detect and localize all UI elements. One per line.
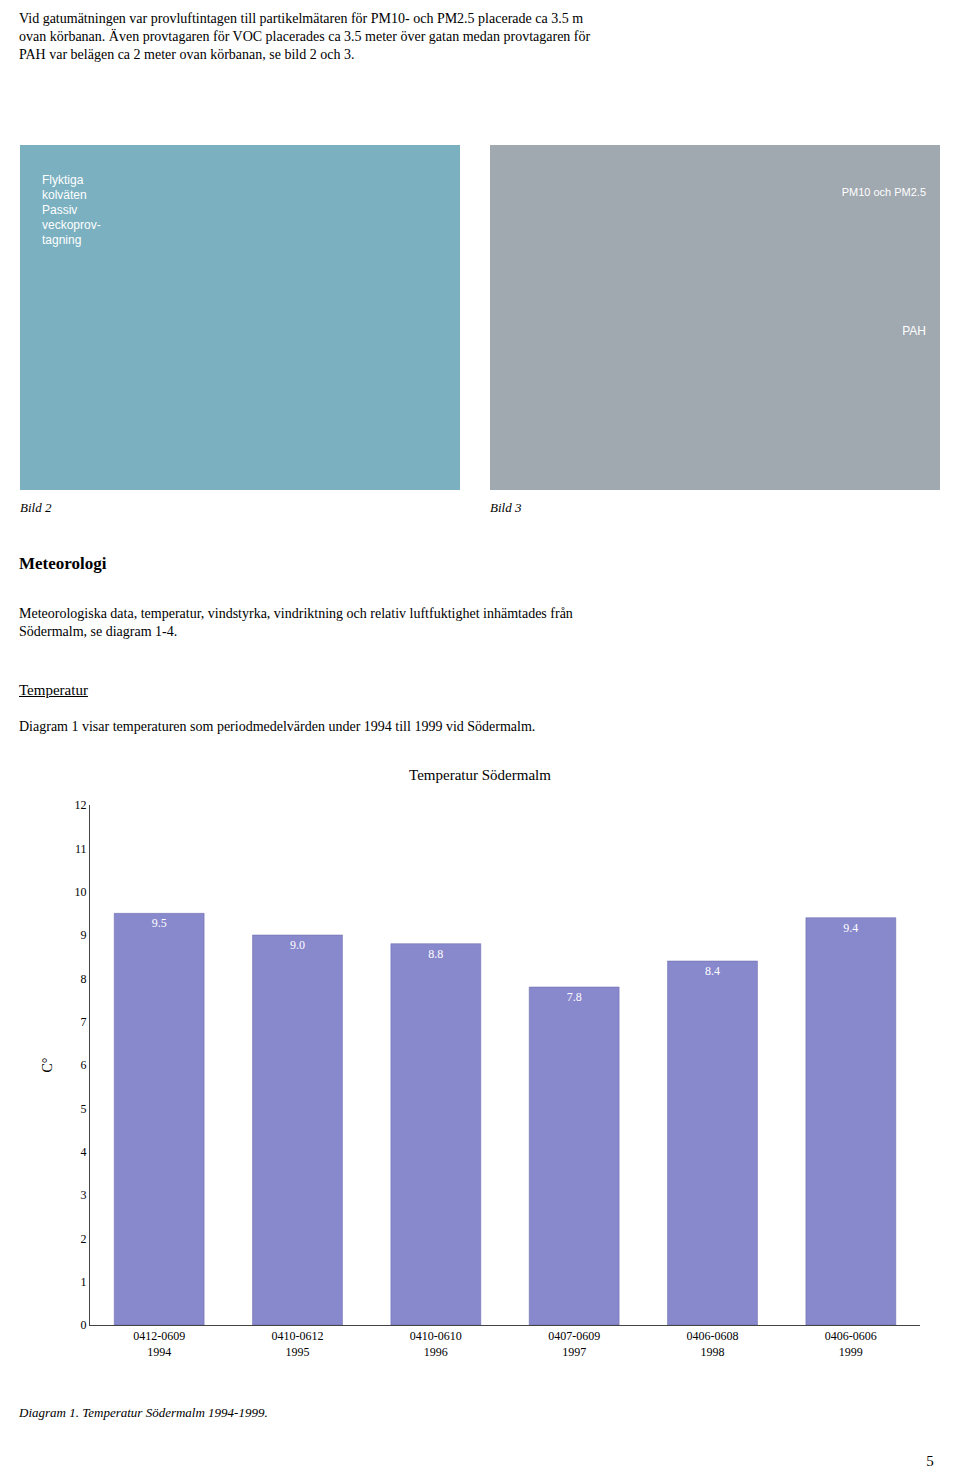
svg-text:6: 6 [81,1058,87,1072]
html-text:Diagram 1 visar temperaturen s: Diagram 1 visar temperaturen som periodm… [19,719,536,734]
svg-text:2: 2 [81,1232,87,1246]
svg-text:9: 9 [81,928,87,942]
html-text:5: 5 [926,1453,934,1469]
svg-text:11: 11 [75,842,87,856]
svg-text:3: 3 [81,1188,87,1202]
html-text:Bild 2: Bild 2 [20,500,52,515]
html-text:Diagram 1. Temperatur Södermal: Diagram 1. Temperatur Södermalm 1994-199… [19,1405,268,1420]
svg-text:9.0: 9.0 [290,938,305,952]
svg-text:7.8: 7.8 [567,990,582,1004]
svg-text:0410-06121995: 0410-06121995 [272,1329,324,1359]
html-text:Temperatur: Temperatur [19,682,88,698]
svg-text:0412-06091994: 0412-06091994 [133,1329,185,1359]
html-text:Flyktiga kolväten Passiv vecko: Flyktiga kolväten Passiv veckoprov- tagn… [42,173,101,247]
svg-text:0407-06091997: 0407-06091997 [548,1329,600,1359]
svg-text:0406-06081998: 0406-06081998 [687,1329,739,1359]
svg-text:7: 7 [81,1015,87,1029]
svg-text:4: 4 [81,1145,87,1159]
svg-text:9.5: 9.5 [152,916,167,930]
svg-text:8.4: 8.4 [705,964,720,978]
svg-text:9.4: 9.4 [843,921,858,935]
svg-text:12: 12 [75,798,87,812]
svg-text:Temperatur Södermalm: Temperatur Södermalm [409,767,551,783]
svg-text:5: 5 [81,1102,87,1116]
html-text:Vid gatumätningen var provluft: Vid gatumätningen var provluftintagen ti… [19,11,591,63]
html-text:Meteorologiska data, temperatu: Meteorologiska data, temperatur, vindsty… [19,606,573,640]
html-text:PM10 och PM2.5: PM10 och PM2.5 [841,186,926,198]
svg-text:1: 1 [81,1275,87,1289]
html-text:PAH: PAH [902,324,926,338]
html-text:Meteorologi: Meteorologi [19,554,107,573]
html-text:Bild 3: Bild 3 [490,500,522,515]
svg-text:10: 10 [75,885,87,899]
svg-text:0: 0 [81,1318,87,1332]
svg-text:8.8: 8.8 [428,947,443,961]
svg-text:0410-06101996: 0410-06101996 [410,1329,462,1359]
svg-text:8: 8 [81,972,87,986]
svg-text:C°: C° [40,1058,55,1073]
svg-text:0406-06061999: 0406-06061999 [825,1329,877,1359]
